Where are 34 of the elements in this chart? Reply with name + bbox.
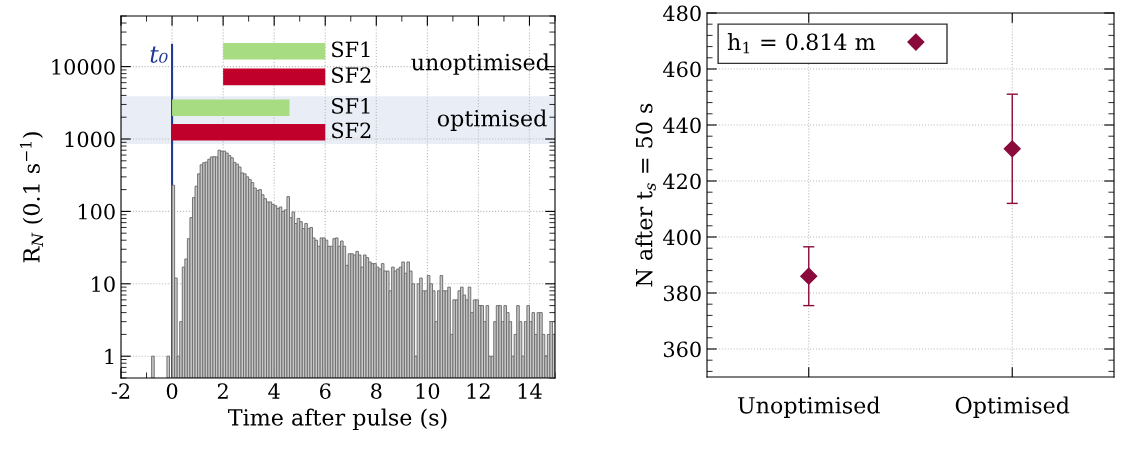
- annotation: unoptimised: [411, 53, 550, 75]
- x-tick-label: 8: [371, 383, 382, 399]
- y-tick-label: 480: [663, 5, 701, 22]
- x-tick-label: -2: [111, 383, 130, 399]
- x-tick-label: 14: [518, 383, 542, 399]
- ref-line-label: t₀: [150, 46, 168, 63]
- y-tick-label: 10: [92, 276, 115, 293]
- y-tick-label: 10000: [52, 59, 115, 75]
- series-label: SF2: [332, 122, 371, 139]
- y-tick-label: 440: [663, 117, 701, 134]
- y-axis-title: N after t$_{s}$ = 50 s: [635, 103, 656, 287]
- x-axis-title: Time after pulse (s): [227, 408, 447, 431]
- y-axis-title: R$_{N}$ (0.1 s$^{−1}$): [19, 132, 44, 263]
- y-tick-label: 1: [105, 348, 114, 365]
- y-tick-label: 360: [663, 341, 701, 358]
- y-tick-label: 460: [663, 61, 701, 78]
- x-tick-label: 0: [166, 383, 178, 399]
- legend-label: h$_{1}$ = 0.814 m: [727, 33, 876, 54]
- x-tick-label: 4: [268, 383, 280, 399]
- y-tick-label: 380: [663, 285, 701, 302]
- x-tick-label: Unoptimised: [737, 396, 880, 418]
- x-tick-label: Optimised: [955, 396, 1070, 418]
- y-tick-label: 1000: [65, 131, 115, 148]
- x-tick-label: 12: [467, 383, 490, 399]
- series-label: SF1: [332, 41, 370, 58]
- band-label: optimised: [437, 109, 547, 131]
- x-tick-label: 2: [217, 383, 228, 399]
- y-tick-label: 100: [78, 203, 115, 220]
- y-tick-label: 420: [663, 173, 701, 190]
- x-tick-label: 6: [320, 383, 331, 399]
- y-tick-label: 400: [663, 229, 701, 246]
- x-tick-label: 10: [416, 383, 440, 399]
- text: SF1: [332, 98, 370, 114]
- series-label: SF2: [332, 67, 371, 83]
